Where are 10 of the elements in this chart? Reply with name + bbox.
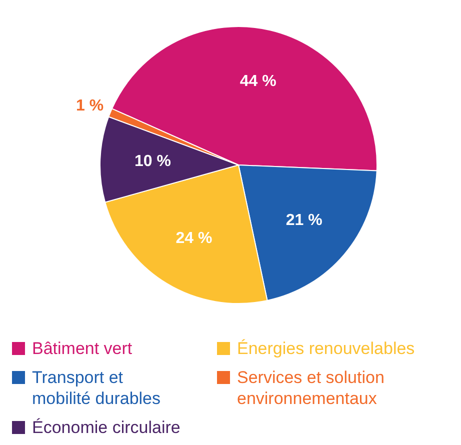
legend-label: Transport et mobilité durables [32,367,162,409]
legend-label: Économie circulaire [32,417,180,438]
data-label: 24 % [176,230,212,247]
data-label: 44 % [240,72,276,90]
legend-label: Bâtiment vert [32,338,132,359]
legend-label: Services et solution environnementaux [237,367,386,409]
data-label: 1 % [76,97,104,114]
data-label: 21 % [286,212,322,229]
data-label: 10 % [134,152,171,170]
legend-label: Énergies renouvelables [237,338,415,359]
